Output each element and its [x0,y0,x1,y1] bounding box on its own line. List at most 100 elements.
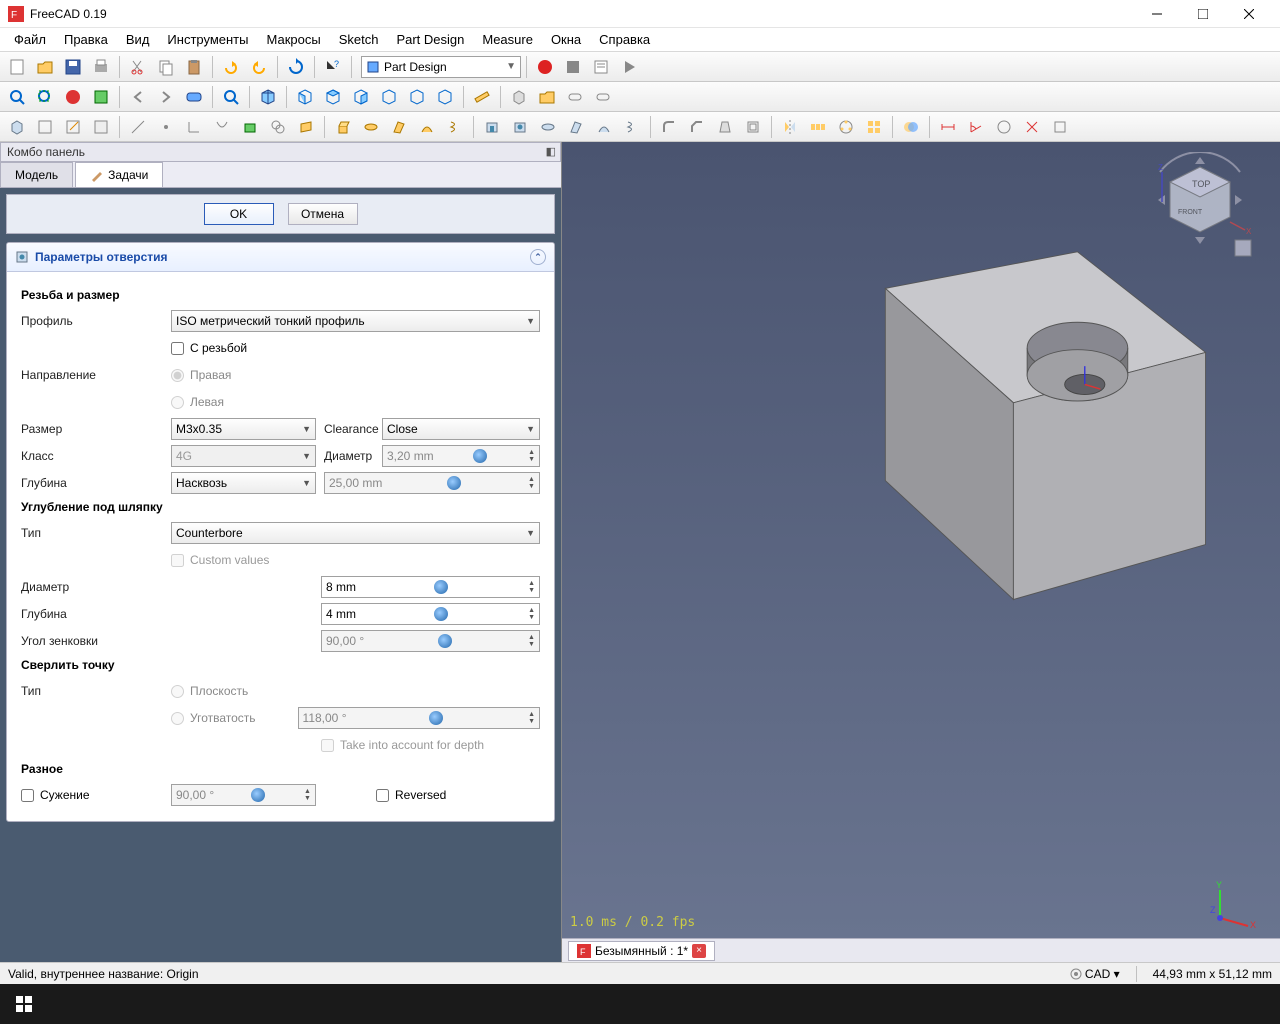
macro-stop-icon[interactable] [560,54,586,80]
lcs-icon[interactable] [181,114,207,140]
save-icon[interactable] [60,54,86,80]
select-size[interactable]: M3x0.35▼ [171,418,316,440]
revolution-icon[interactable] [358,114,384,140]
menu-help[interactable]: Справка [591,30,658,49]
mirror-icon[interactable] [777,114,803,140]
copy-icon[interactable] [153,54,179,80]
link-icon[interactable] [181,84,207,110]
minimize-button[interactable] [1134,0,1180,28]
link-make-icon[interactable] [562,84,588,110]
menu-edit[interactable]: Правка [56,30,116,49]
fit-all-icon[interactable] [4,84,30,110]
view-rear-icon[interactable] [376,84,402,110]
print-icon[interactable] [88,54,114,80]
checkbox-taper[interactable]: Сужение [21,788,171,802]
sub-sweep-icon[interactable] [591,114,617,140]
new-icon[interactable] [4,54,30,80]
datum-plane-icon[interactable] [293,114,319,140]
view-right-icon[interactable] [348,84,374,110]
undo-icon[interactable] [218,54,244,80]
shapebinder-icon[interactable] [209,114,235,140]
part-icon[interactable] [506,84,532,110]
checkbox-threaded[interactable]: С резьбой [171,341,247,355]
thickness-icon[interactable] [740,114,766,140]
clone-icon[interactable] [265,114,291,140]
draw-style-icon[interactable] [60,84,86,110]
maximize-button[interactable] [1180,0,1226,28]
menu-windows[interactable]: Окна [543,30,589,49]
cancel-button[interactable]: Отмена [288,203,358,225]
start-button[interactable] [4,984,44,1024]
map-sketch-icon[interactable] [88,114,114,140]
boolean-icon[interactable] [898,114,924,140]
close-button[interactable] [1226,0,1272,28]
fillet-icon[interactable] [656,114,682,140]
macro-list-icon[interactable] [588,54,614,80]
nav-forward-icon[interactable] [153,84,179,110]
workbench-selector[interactable]: Part Design ▼ [361,56,521,78]
close-tab-icon[interactable]: × [692,944,706,958]
multi-transform-icon[interactable] [861,114,887,140]
point-icon[interactable] [153,114,179,140]
input-head-diameter[interactable]: 8 mm▲▼ [321,576,540,598]
measure-toggle-icon[interactable] [1047,114,1073,140]
view-3d[interactable]: TOP FRONT Z X 1.0 ms / 0.2 [562,142,1280,938]
line-icon[interactable] [125,114,151,140]
whatsthis-icon[interactable]: ? [320,54,346,80]
document-tab[interactable]: F Безымянный : 1* × [568,941,715,961]
navigation-cube[interactable]: TOP FRONT Z X [1140,152,1260,272]
redo-icon[interactable] [246,54,272,80]
menu-sketch[interactable]: Sketch [331,30,387,49]
group-icon[interactable] [534,84,560,110]
pad-icon[interactable] [330,114,356,140]
ok-button[interactable]: OK [204,203,274,225]
macro-record-icon[interactable] [532,54,558,80]
menu-measure[interactable]: Measure [474,30,541,49]
view-iso-icon[interactable] [255,84,281,110]
select-clearance[interactable]: Close▼ [382,418,540,440]
select-profile[interactable]: ISO метрический тонкий профиль▼ [171,310,540,332]
view-top-icon[interactable] [320,84,346,110]
measure-clear-icon[interactable] [1019,114,1045,140]
view-left-icon[interactable] [432,84,458,110]
sub-helix-icon[interactable] [619,114,645,140]
input-head-depth[interactable]: 4 mm▲▼ [321,603,540,625]
zoom-icon[interactable] [218,84,244,110]
select-depth-mode[interactable]: Насквозь▼ [171,472,316,494]
macro-play-icon[interactable] [616,54,642,80]
radio-right[interactable]: Правая [171,368,231,382]
view-bottom-icon[interactable] [404,84,430,110]
menu-file[interactable]: Файл [6,30,54,49]
measure-refresh-icon[interactable] [991,114,1017,140]
body-icon[interactable] [4,114,30,140]
draft-icon[interactable] [712,114,738,140]
menu-tools[interactable]: Инструменты [159,30,256,49]
linear-pattern-icon[interactable] [805,114,831,140]
subshapebinder-icon[interactable] [237,114,263,140]
radio-left[interactable]: Левая [171,395,224,409]
menu-partdesign[interactable]: Part Design [388,30,472,49]
link-actions-icon[interactable] [590,84,616,110]
groove-icon[interactable] [535,114,561,140]
cut-icon[interactable] [125,54,151,80]
measure-angular-icon[interactable] [963,114,989,140]
bounding-box-icon[interactable] [88,84,114,110]
measure-icon[interactable] [469,84,495,110]
polar-pattern-icon[interactable] [833,114,859,140]
sketch-icon[interactable] [32,114,58,140]
hole-icon[interactable] [507,114,533,140]
refresh-icon[interactable] [283,54,309,80]
loft-icon[interactable] [386,114,412,140]
menu-view[interactable]: Вид [118,30,158,49]
fit-selection-icon[interactable] [32,84,58,110]
measure-linear-icon[interactable] [935,114,961,140]
sweep-icon[interactable] [414,114,440,140]
chamfer-icon[interactable] [684,114,710,140]
pocket-icon[interactable] [479,114,505,140]
open-icon[interactable] [32,54,58,80]
helix-icon[interactable] [442,114,468,140]
paste-icon[interactable] [181,54,207,80]
undock-icon[interactable]: ◧ [546,145,556,158]
checkbox-reversed[interactable]: Reversed [376,788,446,802]
collapse-icon[interactable]: ⌃ [530,249,546,265]
